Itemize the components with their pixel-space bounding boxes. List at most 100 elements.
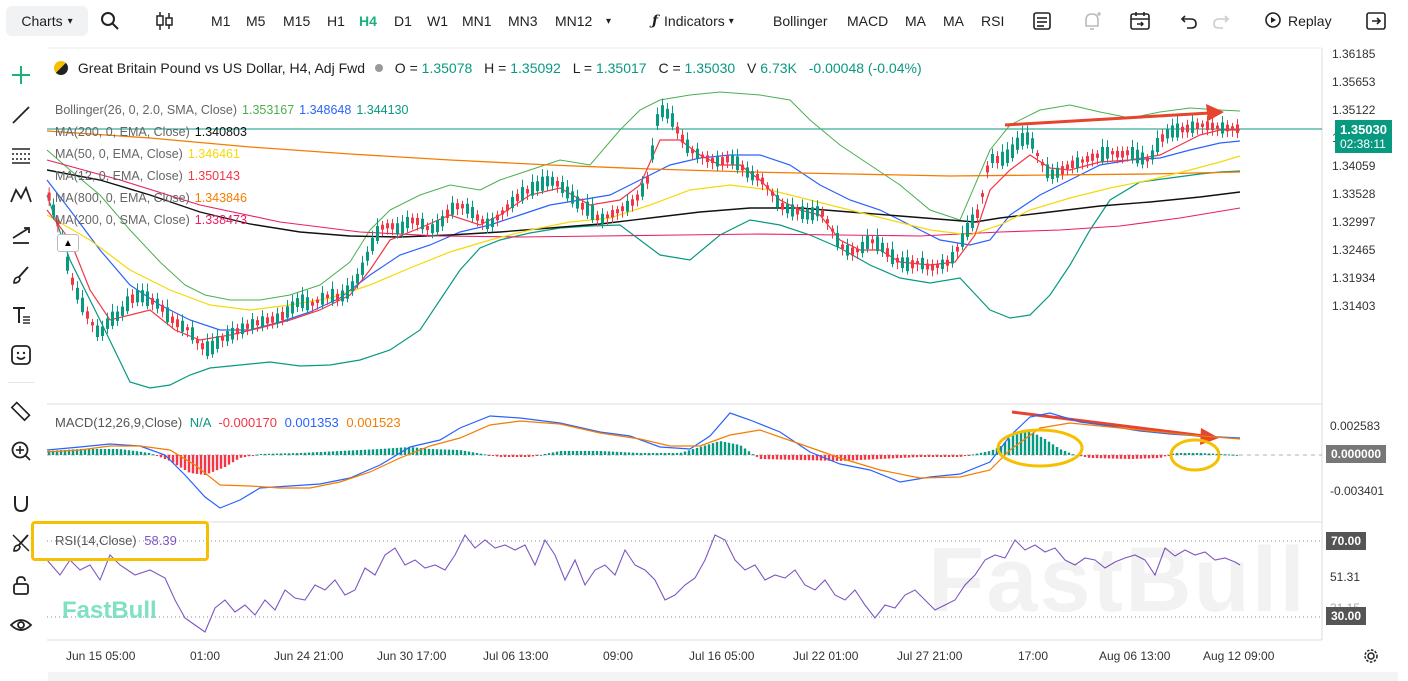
overlay-legend-item[interactable]: MA(12, 0, EMA, Close) 1.350143 — [55, 165, 408, 187]
macd-label[interactable]: MACD(12,26,9,Close) — [55, 415, 183, 430]
overlay-legend-item[interactable]: Bollinger(26, 0, 2.0, SMA, Close) 1.35316… — [55, 99, 408, 121]
exit-fullscreen-icon[interactable] — [1366, 0, 1386, 42]
time-axis-label: 17:00 — [1018, 649, 1049, 663]
macd-histogram-bar — [655, 453, 659, 455]
macd-histogram-bar — [675, 453, 679, 455]
timeframe-w1[interactable]: W1 — [427, 0, 448, 42]
template-icon[interactable] — [1032, 0, 1052, 42]
timeframe-m1[interactable]: M1 — [211, 0, 230, 42]
macd-histogram-bar — [919, 455, 923, 457]
alert-add-icon[interactable] — [1082, 0, 1102, 42]
indicators-button[interactable]: ƒ Indicators ▾ — [652, 0, 734, 42]
search-icon[interactable] — [100, 0, 120, 42]
chart-settings-gear-icon[interactable] — [1363, 648, 1379, 669]
lock-icon[interactable] — [8, 572, 34, 598]
macd-histogram-bar — [171, 455, 175, 463]
macd-histogram-bar — [867, 455, 871, 460]
overlay-label: MA(12, 0, EMA, Close) — [55, 169, 183, 183]
symbol-name[interactable]: Great Britain Pound vs US Dollar, H4, Ad… — [77, 60, 366, 76]
macd-highlight-ellipse[interactable] — [996, 428, 1084, 468]
eye-icon[interactable] — [8, 612, 34, 638]
fib-retracement-icon[interactable] — [8, 142, 34, 168]
overlay-legend-item[interactable]: MA(50, 0, EMA, Close) 1.346461 — [55, 143, 408, 165]
timeframe-m15[interactable]: M15 — [283, 0, 310, 42]
calendar-icon[interactable] — [1129, 0, 1151, 42]
timeframe-d1[interactable]: D1 — [394, 0, 412, 42]
timeframe-mn3[interactable]: MN3 — [508, 0, 538, 42]
timeframe-h4[interactable]: H4 — [359, 0, 377, 42]
candle-body — [311, 301, 314, 306]
candle-body — [676, 126, 679, 134]
macd-histogram-bar — [239, 455, 243, 458]
shortcut-ma[interactable]: MA — [905, 0, 926, 42]
overlay-legend-item[interactable]: MA(200, 0, EMA, Close) 1.340803 — [55, 121, 408, 143]
macd-histogram-bar — [459, 450, 463, 455]
shortcut-macd[interactable]: MACD — [847, 0, 888, 42]
shortcut-label: MA — [943, 13, 964, 29]
emoji-icon[interactable] — [8, 342, 34, 368]
timeframe-more-chevron-icon[interactable]: ▾ — [606, 15, 612, 27]
redo-icon[interactable] — [1212, 0, 1230, 42]
macd-histogram-bar — [831, 455, 835, 461]
macd-histogram-bar — [491, 455, 495, 456]
crosshair-icon[interactable] — [8, 62, 34, 88]
macd-histogram-bar — [207, 455, 211, 474]
macd-histogram-bar — [719, 441, 723, 455]
replay-icon — [1264, 11, 1282, 32]
timeframe-m5[interactable]: M5 — [246, 0, 265, 42]
candle-body — [181, 320, 184, 332]
macd-histogram-bar — [639, 453, 643, 455]
zoom-in-icon[interactable] — [8, 438, 34, 464]
timeframe-h1[interactable]: H1 — [327, 0, 345, 42]
projection-icon[interactable] — [8, 222, 34, 248]
candle-body — [796, 208, 799, 215]
ma-12-ema-line — [46, 129, 1240, 341]
candle-body — [901, 257, 904, 269]
macd-histogram-bar — [595, 451, 599, 455]
macd-histogram-bar — [375, 449, 379, 455]
macd-histogram-bar — [243, 455, 247, 457]
brush-icon[interactable] — [8, 262, 34, 288]
macd-histogram-bar — [951, 455, 955, 457]
shortcut-bollinger[interactable]: Bollinger — [773, 0, 827, 42]
trend-arrow-macd[interactable] — [1011, 410, 1205, 438]
magnet-icon[interactable] — [8, 490, 34, 516]
macd-histogram-bar — [355, 450, 359, 455]
shortcut-ma-2[interactable]: MA — [943, 0, 964, 42]
undo-icon[interactable] — [1180, 0, 1198, 42]
candle-body — [836, 233, 839, 247]
candle-body — [306, 297, 309, 311]
candle-body — [91, 322, 94, 326]
macd-histogram-bar — [711, 443, 715, 455]
timeframe-mn12[interactable]: MN12 — [555, 0, 592, 42]
overlay-label: MA(800, 0, EMA, Close) — [55, 191, 190, 205]
bottom-scrollbar[interactable] — [48, 672, 1398, 681]
trend-arrow-price[interactable] — [1004, 111, 1211, 127]
macd-histogram-bar — [87, 449, 91, 455]
overlay-legend-item[interactable]: MA(800, 0, EMA, Close) 1.343846 — [55, 187, 408, 209]
candle-body — [666, 108, 669, 119]
eraser-brush-icon[interactable] — [8, 530, 34, 556]
charts-menu-button[interactable]: Charts ▾ — [6, 6, 88, 36]
candle-body — [726, 155, 729, 163]
macd-highlight-ellipse-2[interactable] — [1169, 438, 1221, 472]
collapse-legend-button[interactable]: ▲ — [57, 234, 79, 252]
rsi-highlight-box[interactable] — [31, 521, 209, 561]
macd-histogram-bar — [199, 455, 203, 475]
pattern-icon[interactable] — [8, 182, 34, 208]
rsi-label[interactable]: RSI(14,Close) — [55, 533, 137, 548]
macd-histogram-bar — [1211, 453, 1215, 455]
candlestick-type-icon[interactable] — [155, 0, 175, 42]
timeframe-mn1[interactable]: MN1 — [462, 0, 492, 42]
text-tool-icon[interactable] — [8, 302, 34, 328]
candle-body — [1011, 144, 1014, 159]
replay-button[interactable]: Replay — [1264, 0, 1332, 42]
macd-histogram-bar — [111, 449, 115, 455]
candle-body — [286, 306, 289, 318]
overlay-legend-item[interactable]: MA(200, 0, SMA, Close) 1.338473 — [55, 209, 408, 231]
volume-value: 6.73K — [760, 60, 797, 76]
ruler-icon[interactable] — [8, 398, 34, 424]
shortcut-rsi[interactable]: RSI — [981, 0, 1004, 42]
trend-line-icon[interactable] — [8, 102, 34, 128]
